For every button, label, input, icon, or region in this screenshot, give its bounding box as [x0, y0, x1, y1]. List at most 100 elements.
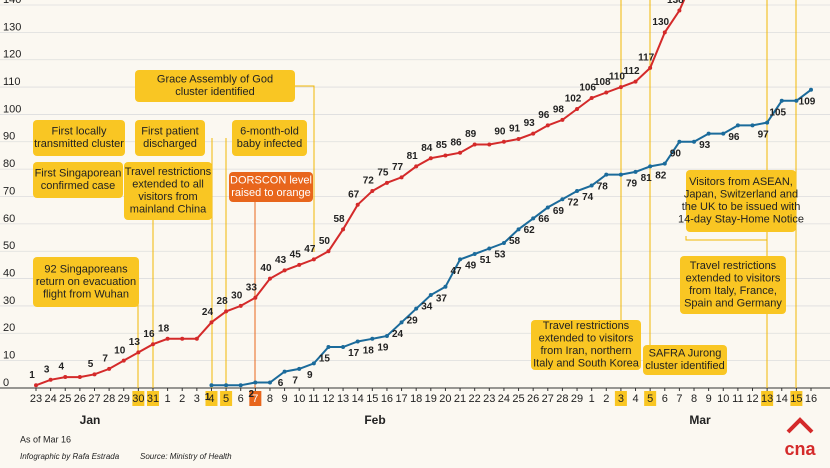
data-point: [487, 142, 492, 147]
y-tick-label: 20: [3, 322, 15, 334]
data-label: 75: [377, 167, 389, 178]
x-tick-label: 22: [469, 393, 481, 405]
source: Source: Ministry of Health: [140, 452, 232, 461]
data-point: [34, 383, 38, 388]
data-label: 96: [728, 132, 740, 143]
data-point: [458, 257, 463, 262]
data-label: 102: [565, 94, 582, 105]
data-point: [121, 358, 126, 363]
data-point: [633, 169, 638, 174]
data-label: 91: [509, 124, 521, 135]
data-point: [618, 172, 623, 177]
data-label: 29: [407, 315, 419, 326]
data-point: [779, 98, 784, 103]
data-point: [48, 377, 53, 382]
data-label: 90: [494, 126, 506, 137]
data-point: [531, 131, 536, 136]
series-line: [211, 89, 812, 387]
data-label: 108: [594, 77, 611, 88]
data-point: [472, 142, 477, 147]
annotation-box: [33, 162, 123, 198]
data-point: [428, 292, 433, 297]
y-tick-label: 80: [3, 158, 15, 170]
data-point: [297, 262, 302, 267]
x-tick-label: 28: [103, 393, 115, 405]
data-point: [443, 153, 448, 158]
x-tick-label: 26: [527, 393, 539, 405]
x-tick-label: 17: [395, 393, 407, 405]
data-point: [692, 139, 697, 144]
x-tick-label: 21: [454, 393, 466, 405]
x-tick-label: 10: [717, 393, 729, 405]
data-point: [355, 339, 360, 344]
data-label: 67: [348, 189, 360, 200]
x-tick-label: 15: [366, 393, 378, 405]
data-label: 84: [421, 143, 433, 154]
data-label: 1: [29, 370, 35, 381]
data-label: 51: [480, 255, 492, 266]
data-point: [77, 375, 82, 380]
connector: [295, 85, 315, 252]
data-point: [63, 375, 68, 380]
data-label: 13: [129, 337, 141, 348]
x-tick-label: 1: [165, 393, 171, 405]
x-tick-label: 4: [632, 393, 638, 405]
data-label: 86: [450, 137, 462, 148]
data-label: 112: [623, 66, 640, 77]
data-point: [399, 175, 404, 180]
annotation-box: [33, 120, 125, 156]
data-label: 6: [278, 378, 284, 389]
data-label: 81: [641, 173, 653, 184]
data-point: [487, 246, 492, 251]
x-tick-label: 12: [322, 393, 334, 405]
tick-highlight: [146, 391, 159, 406]
note: As of Mar 16: [20, 434, 71, 444]
data-label: 30: [231, 291, 243, 302]
annotation-box: [680, 256, 786, 314]
data-point: [414, 164, 419, 169]
x-tick-label: 2: [603, 393, 609, 405]
data-point: [545, 123, 550, 128]
data-point: [575, 189, 580, 194]
data-label: 2: [249, 389, 255, 400]
x-tick-label: 27: [88, 393, 100, 405]
tick-highlight: [205, 391, 218, 406]
data-label: 89: [465, 129, 477, 140]
y-tick-label: 140: [3, 0, 21, 6]
data-point: [209, 320, 214, 325]
data-label: 33: [246, 282, 258, 293]
y-tick-label: 100: [3, 103, 21, 115]
data-point: [414, 306, 419, 311]
data-point: [326, 249, 331, 254]
data-point: [384, 180, 389, 185]
data-label: 4: [58, 362, 64, 373]
data-point: [107, 366, 112, 371]
x-tick-label: 8: [267, 393, 273, 405]
annotation-text: discharged: [143, 138, 197, 150]
data-label: 10: [114, 345, 126, 356]
data-point: [589, 183, 594, 188]
data-label: 58: [509, 236, 521, 247]
x-tick-label: 18: [410, 393, 422, 405]
x-tick-label: 28: [556, 393, 568, 405]
y-tick-label: 90: [3, 131, 15, 143]
data-label: 81: [407, 151, 419, 162]
y-tick-label: 60: [3, 213, 15, 225]
data-point: [267, 276, 272, 281]
x-tick-label: 5: [223, 393, 229, 405]
x-tick-label: 15: [790, 393, 802, 405]
x-tick-label: 24: [498, 393, 510, 405]
data-point: [589, 96, 594, 101]
annotation-text: 14-day Stay-Home Notice: [678, 214, 804, 226]
x-tick-label: 10: [293, 393, 305, 405]
data-point: [516, 227, 521, 232]
annotation-text: from Iran, northern: [540, 345, 631, 357]
data-point: [428, 156, 433, 161]
y-tick-label: 120: [3, 49, 21, 61]
annotation-text: mainland China: [130, 204, 207, 216]
data-label: 77: [392, 162, 404, 173]
logo-mark: [786, 417, 814, 434]
data-label: 69: [553, 206, 565, 217]
data-label: 45: [290, 250, 302, 261]
